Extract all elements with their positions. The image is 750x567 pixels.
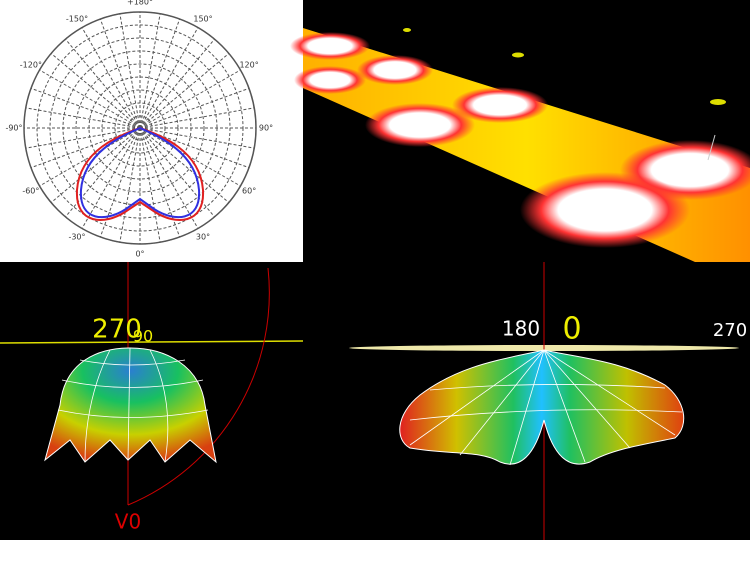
polar-panel	[0, 0, 303, 262]
angle-label: -60°	[22, 187, 39, 196]
grid-spoke	[139, 38, 215, 129]
angle-label: 60°	[242, 187, 256, 196]
axis-line	[0, 340, 304, 344]
angle-label: +180°	[127, 0, 153, 7]
angle-label: 0°	[135, 250, 144, 259]
grid-spoke	[139, 127, 255, 149]
axis-label: 90	[133, 327, 153, 346]
angle-label: -150°	[66, 14, 88, 23]
light-spot	[294, 66, 366, 94]
light-spot	[520, 172, 690, 248]
grid-spoke	[39, 69, 141, 129]
angle-label: 120°	[239, 61, 258, 70]
mesh	[409, 349, 683, 466]
angle-label: -120°	[20, 61, 42, 70]
light-solid	[399, 349, 685, 465]
grid-spoke	[81, 127, 141, 229]
grid-spoke	[139, 127, 161, 243]
grid-spoke	[65, 38, 141, 129]
light-spot	[452, 87, 548, 123]
luminaire	[710, 99, 726, 105]
grid-spoke	[139, 87, 250, 129]
light-spot	[365, 103, 475, 147]
axis-label: 270	[92, 315, 142, 345]
light-spot	[357, 55, 433, 85]
grid-spoke	[81, 27, 141, 129]
grid-spoke	[30, 87, 141, 129]
luminaire	[403, 28, 411, 32]
angle-label: -90°	[5, 124, 22, 133]
axis-arc	[127, 267, 270, 506]
grid-spoke	[119, 13, 141, 129]
angle-label: 150°	[193, 14, 212, 23]
grid-spoke	[25, 107, 141, 129]
grid-spoke	[139, 53, 230, 129]
mesh	[57, 347, 209, 463]
grid-spoke	[139, 127, 230, 203]
pole	[707, 134, 716, 161]
axis-label: 180	[502, 317, 540, 341]
grid-spoke	[30, 127, 141, 169]
axis-label: V0	[115, 510, 141, 534]
grid-spoke	[139, 127, 199, 229]
grid-spoke	[50, 127, 141, 203]
grid-spoke	[139, 18, 181, 129]
light-spot	[290, 32, 370, 60]
light-solid	[44, 347, 217, 464]
grid-spoke	[99, 18, 141, 129]
grid-circle	[75, 63, 205, 193]
axis-label: 0	[562, 312, 581, 347]
axis-label: 270	[713, 320, 747, 341]
curve-c90	[79, 126, 201, 219]
grid-spoke	[139, 27, 199, 129]
grid-spoke	[139, 69, 241, 129]
angle-label: -30°	[68, 233, 85, 242]
angle-label: 30°	[196, 233, 210, 242]
grid-spoke	[50, 53, 141, 129]
curve-c0	[75, 126, 205, 221]
grid-spoke	[139, 127, 250, 169]
grid-spoke	[119, 127, 141, 243]
grid-spoke	[139, 107, 255, 129]
grid-spoke	[25, 127, 141, 149]
luminaire	[512, 52, 524, 58]
grid-spoke	[139, 13, 161, 129]
angle-label: 90°	[259, 124, 273, 133]
